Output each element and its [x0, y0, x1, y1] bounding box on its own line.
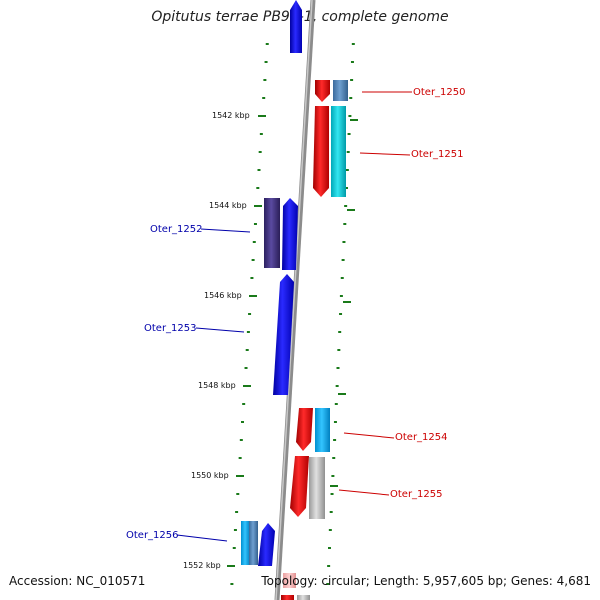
gene-oter-1251: [313, 106, 329, 197]
callout-line-oter-1253: [195, 327, 245, 333]
tick-label-1544: 1544 kbp: [209, 201, 247, 210]
tick-label-1552: 1552 kbp: [183, 561, 221, 570]
callout-line-oter-1254: [343, 432, 395, 439]
tick-label-1542: 1542 kbp: [212, 111, 250, 120]
callout-line-oter-1251: [359, 152, 411, 156]
genome-backbone-highlight: [275, 0, 313, 600]
major-ticks: [227, 115, 358, 567]
genome-stats-text: Topology: circular; Length: 5,957,605 bp…: [261, 574, 591, 588]
gene-oter-1256-partner: [249, 521, 258, 565]
callout-line-oter-1256: [176, 534, 228, 542]
gene-label-oter-1251[interactable]: Oter_1251: [411, 149, 464, 160]
callout-line-oter-1255: [338, 489, 390, 496]
gene-partial-bottom-grey: [297, 595, 310, 600]
accession-text: Accession: NC_010571: [9, 574, 146, 588]
gene-label-oter-1254[interactable]: Oter_1254: [395, 432, 448, 443]
gene-oter-1255: [290, 456, 309, 517]
gene-oter-1256-neighbor: [258, 523, 275, 566]
gene-oter-1254-partner: [315, 408, 330, 452]
gene-oter-1254: [296, 408, 313, 451]
genome-backbone: [274, 0, 316, 600]
gene-oter-1256: [241, 521, 250, 565]
gene-partial-bottom-red: [281, 595, 294, 600]
tick-label-1548: 1548 kbp: [198, 381, 236, 390]
tick-label-1546: 1546 kbp: [204, 291, 242, 300]
gene-oter-1250: [315, 80, 330, 102]
gene-oter-1255-partner: [309, 457, 325, 519]
gene-label-oter-1256[interactable]: Oter_1256: [126, 530, 179, 541]
gene-label-oter-1252[interactable]: Oter_1252: [150, 224, 203, 235]
callout-line-oter-1252: [200, 228, 251, 233]
gene-oter-1252-partner: [282, 198, 298, 270]
gene-oter-1253: [273, 274, 294, 395]
gene-oter-1251-partner: [331, 106, 346, 197]
gene-oter-1250-partner: [333, 80, 348, 101]
gene-label-oter-1250[interactable]: Oter_1250: [413, 87, 466, 98]
tick-label-1550: 1550 kbp: [191, 471, 229, 480]
gene-partial-bottom-pink: [283, 573, 296, 588]
gene-label-oter-1255[interactable]: Oter_1255: [390, 489, 443, 500]
gene-partial-top: [290, 0, 302, 53]
gene-label-oter-1253[interactable]: Oter_1253: [144, 323, 197, 334]
gene-oter-1252: [264, 198, 280, 268]
